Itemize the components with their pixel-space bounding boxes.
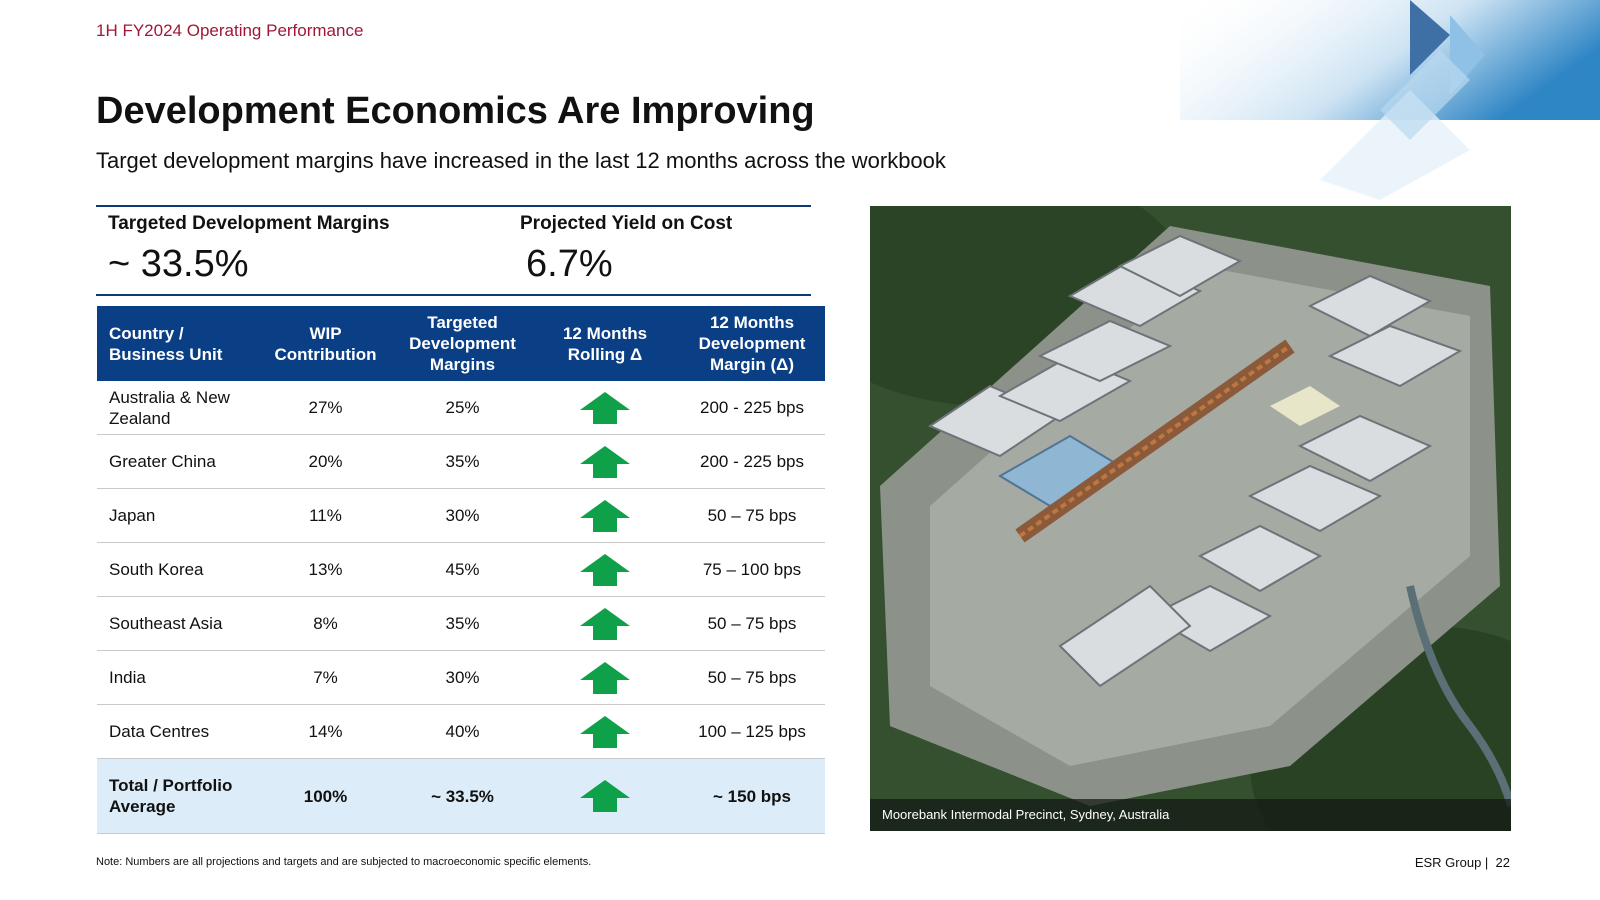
trend-cell — [531, 704, 679, 759]
trend-cell — [531, 381, 679, 435]
margin-cell: 45% — [394, 542, 531, 597]
country-cell: India — [97, 650, 257, 705]
up-arrow-icon — [580, 780, 630, 812]
country-cell: Australia & New Zealand — [97, 381, 257, 435]
country-cell: South Korea — [97, 542, 257, 597]
up-arrow-icon — [580, 553, 630, 586]
margin-cell: ~ 33.5% — [394, 758, 531, 834]
wip-cell: 7% — [257, 650, 394, 705]
delta-cell: ~ 150 bps — [679, 758, 825, 834]
margin-cell: 30% — [394, 650, 531, 705]
page-footer: ESR Group | 22 — [1415, 855, 1510, 870]
table-row: Greater China 20% 35% 200 - 225 bps — [97, 434, 825, 489]
delta-cell: 100 – 125 bps — [679, 704, 825, 759]
table-row: South Korea 13% 45% 75 – 100 bps — [97, 542, 825, 597]
kpi-yield-on-cost: Projected Yield on Cost 6.7% — [520, 207, 732, 286]
wip-cell: 14% — [257, 704, 394, 759]
wip-cell: 8% — [257, 596, 394, 651]
site-photo: Moorebank Intermodal Precinct, Sydney, A… — [870, 206, 1511, 831]
up-arrow-icon — [580, 607, 630, 640]
col-header-delta: 12 Months Development Margin (Δ) — [679, 306, 825, 381]
aerial-photo-illustration — [870, 206, 1511, 831]
margin-cell: 30% — [394, 488, 531, 543]
table-row: Australia & New Zealand 27% 25% 200 - 225 b… — [97, 381, 825, 435]
delta-cell: 75 – 100 bps — [679, 542, 825, 597]
wip-cell: 100% — [257, 758, 394, 834]
country-cell: Japan — [97, 488, 257, 543]
table-header-row: Country / Business Unit WIP Contribution… — [97, 306, 825, 381]
margin-cell: 35% — [394, 434, 531, 489]
trend-cell — [531, 488, 679, 543]
up-arrow-icon — [580, 661, 630, 694]
col-header-margin: Targeted Development Margins — [394, 306, 531, 381]
up-arrow-icon — [580, 445, 630, 478]
col-header-wip: WIP Contribution — [257, 306, 394, 381]
table-row: Japan 11% 30% 50 – 75 bps — [97, 488, 825, 543]
wip-cell: 27% — [257, 381, 394, 435]
wip-cell: 13% — [257, 542, 394, 597]
page-title: Development Economics Are Improving — [96, 90, 815, 132]
country-cell: Greater China — [97, 434, 257, 489]
table-row: India 7% 30% 50 – 75 bps — [97, 650, 825, 705]
page-number: 22 — [1495, 855, 1510, 870]
delta-cell: 50 – 75 bps — [679, 488, 825, 543]
margin-cell: 40% — [394, 704, 531, 759]
trend-cell — [531, 758, 679, 834]
delta-cell: 50 – 75 bps — [679, 650, 825, 705]
corner-decoration — [1180, 0, 1600, 200]
delta-cell: 50 – 75 bps — [679, 596, 825, 651]
kpi-targeted-margins: Targeted Development Margins ~ 33.5% — [108, 207, 390, 286]
trend-cell — [531, 542, 679, 597]
country-cell: Total / Portfolio Average — [97, 758, 257, 834]
up-arrow-icon — [580, 391, 630, 424]
table-row: Data Centres 14% 40% 100 – 125 bps — [97, 704, 825, 759]
trend-cell — [531, 650, 679, 705]
table-row: Southeast Asia 8% 35% 50 – 75 bps — [97, 596, 825, 651]
up-arrow-icon — [580, 715, 630, 748]
kpi-panel: Targeted Development Margins ~ 33.5% Pro… — [96, 205, 811, 296]
trend-cell — [531, 596, 679, 651]
trend-cell — [531, 434, 679, 489]
wip-cell: 20% — [257, 434, 394, 489]
delta-cell: 200 - 225 bps — [679, 434, 825, 489]
country-cell: Southeast Asia — [97, 596, 257, 651]
footnote: Note: Numbers are all projections and ta… — [96, 856, 592, 868]
country-cell: Data Centres — [97, 704, 257, 759]
wip-cell: 11% — [257, 488, 394, 543]
kpi-value: ~ 33.5% — [108, 243, 249, 285]
photo-caption: Moorebank Intermodal Precinct, Sydney, A… — [870, 799, 1511, 831]
col-header-rolling: 12 Months Rolling Δ — [531, 306, 679, 381]
kpi-value: 6.7% — [526, 243, 613, 285]
margin-cell: 25% — [394, 381, 531, 435]
kpi-label: Targeted Development Margins — [108, 213, 390, 234]
delta-cell: 200 - 225 bps — [679, 381, 825, 435]
margin-cell: 35% — [394, 596, 531, 651]
table-total-row: Total / Portfolio Average 100% ~ 33.5% ~ 15… — [97, 758, 825, 834]
kpi-label: Projected Yield on Cost — [520, 213, 733, 234]
margins-table: Country / Business Unit WIP Contribution… — [97, 306, 825, 834]
company-name: ESR Group | — [1414, 855, 1489, 870]
section-label: 1H FY2024 Operating Performance — [96, 21, 364, 40]
page-subtitle: Target development margins have increase… — [96, 148, 946, 173]
up-arrow-icon — [580, 499, 630, 532]
col-header-country: Country / Business Unit — [97, 306, 257, 381]
